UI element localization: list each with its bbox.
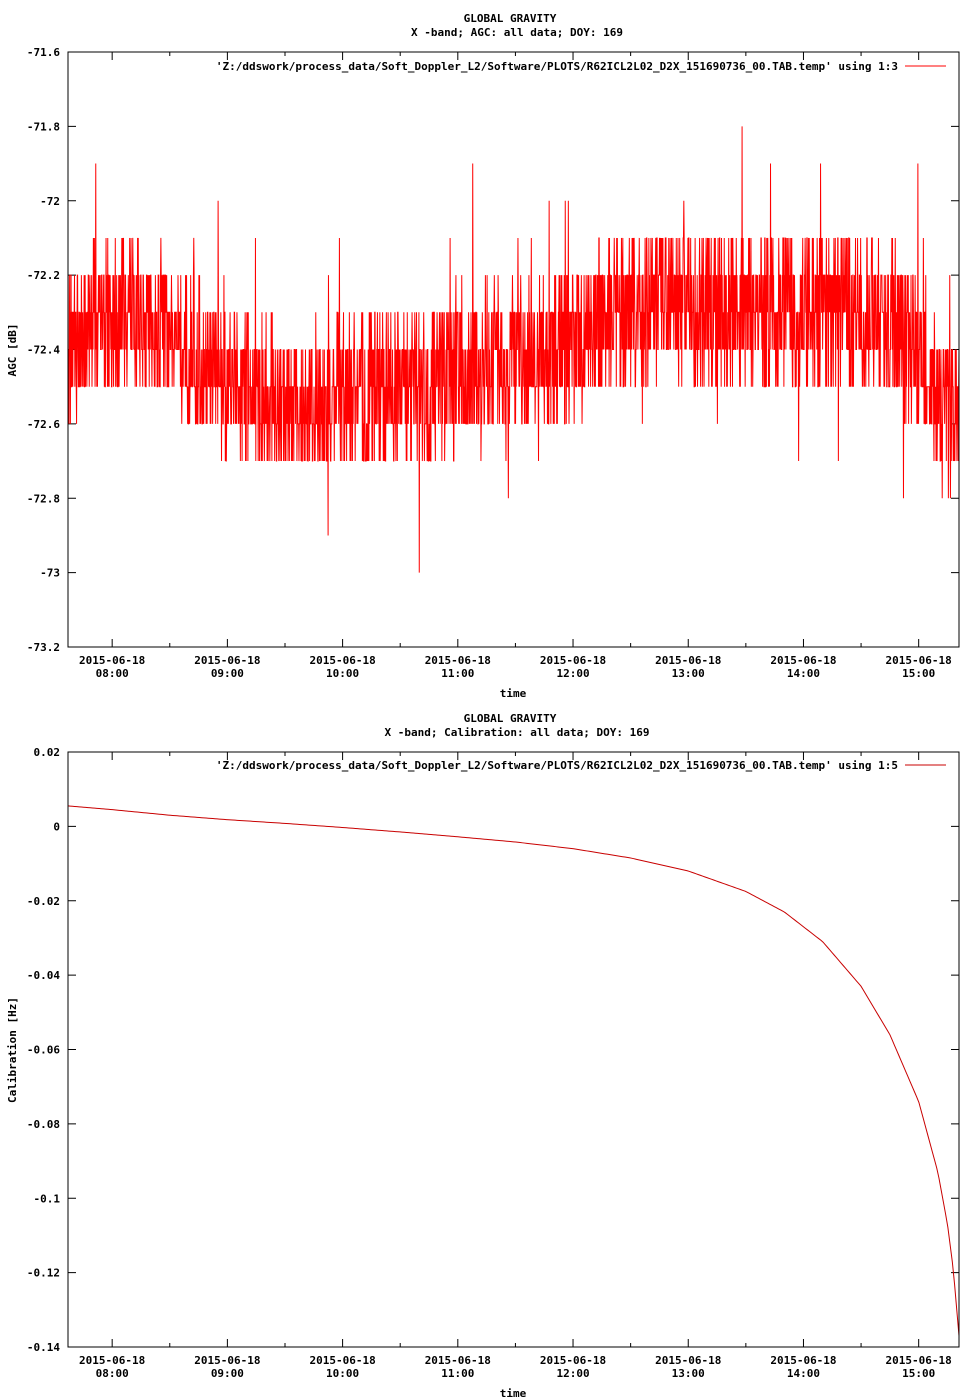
x-tick-label-date: 2015-06-18	[655, 654, 721, 667]
calibration-chart: GLOBAL GRAVITY X -band; Calibration: all…	[6, 712, 960, 1400]
x-tick-label-date: 2015-06-18	[79, 1354, 145, 1367]
chart-subtitle: X -band; AGC: all data; DOY: 169	[411, 26, 623, 39]
x-tick-label-date: 2015-06-18	[540, 1354, 606, 1367]
y-tick-label: -72	[40, 195, 60, 208]
y-tick-label: -71.6	[27, 46, 60, 59]
legend-label: 'Z:/ddswork/process_data/Soft_Doppler_L2…	[216, 759, 898, 772]
y-tick-label: -72.2	[27, 269, 60, 282]
x-tick-label-time: 10:00	[326, 1367, 359, 1380]
x-tick-label-time: 12:00	[556, 1367, 589, 1380]
x-tick-label-time: 08:00	[96, 1367, 129, 1380]
x-tick-label-time: 12:00	[556, 667, 589, 680]
x-tick-label-time: 09:00	[211, 1367, 244, 1380]
chart-subtitle: X -band; Calibration: all data; DOY: 169	[385, 726, 650, 739]
x-tick-label-time: 14:00	[787, 1367, 820, 1380]
x-tick-label-date: 2015-06-18	[886, 1354, 952, 1367]
x-tick-label-date: 2015-06-18	[79, 654, 145, 667]
chart-title: GLOBAL GRAVITY	[464, 712, 557, 725]
y-tick-label: -0.02	[27, 895, 60, 908]
chart-title: GLOBAL GRAVITY	[464, 12, 557, 25]
y-tick-label: 0	[53, 820, 60, 833]
x-tick-label-time: 08:00	[96, 667, 129, 680]
x-tick-label-time: 15:00	[902, 667, 935, 680]
x-tick-label-date: 2015-06-18	[309, 654, 375, 667]
y-tick-label: -72.6	[27, 418, 60, 431]
x-tick-label-time: 09:00	[211, 667, 244, 680]
x-axis-label: time	[500, 687, 527, 700]
x-tick-label-date: 2015-06-18	[309, 1354, 375, 1367]
x-tick-label-date: 2015-06-18	[770, 1354, 836, 1367]
y-tick-label: -0.06	[27, 1044, 60, 1057]
legend: 'Z:/ddswork/process_data/Soft_Doppler_L2…	[216, 759, 946, 772]
y-tick-label: -71.8	[27, 120, 60, 133]
plot-frame	[67, 751, 960, 1348]
agc-chart: GLOBAL GRAVITY X -band; AGC: all data; D…	[6, 12, 960, 700]
x-tick-label-date: 2015-06-18	[655, 1354, 721, 1367]
plot-data	[67, 805, 960, 1336]
x-tick-label-time: 13:00	[672, 1367, 705, 1380]
x-tick-label-date: 2015-06-18	[425, 654, 491, 667]
y-tick-label: -73.2	[27, 641, 60, 654]
y-tick-label: -0.08	[27, 1118, 60, 1131]
x-ticks: 2015-06-1808:002015-06-1809:002015-06-18…	[79, 52, 952, 680]
series-line	[67, 805, 960, 1336]
x-tick-label-date: 2015-06-18	[770, 654, 836, 667]
x-ticks: 2015-06-1808:002015-06-1809:002015-06-18…	[79, 752, 952, 1380]
x-tick-label-time: 13:00	[672, 667, 705, 680]
y-axis-label: AGC [dB]	[6, 324, 19, 377]
x-tick-label-date: 2015-06-18	[886, 654, 952, 667]
x-tick-label-date: 2015-06-18	[540, 654, 606, 667]
x-tick-label-time: 14:00	[787, 667, 820, 680]
y-tick-label: -0.14	[27, 1341, 60, 1354]
x-tick-label-time: 10:00	[326, 667, 359, 680]
plot-data	[67, 126, 960, 573]
y-ticks: 0.02 0 -0.02 -0.04 -0.06 -0.08 -0.1 -0.12 -0.14	[27, 746, 959, 1354]
x-tick-label-date: 2015-06-18	[194, 1354, 260, 1367]
x-axis-label: time	[500, 1387, 527, 1400]
y-tick-label: -72.8	[27, 492, 60, 505]
x-tick-label-time: 11:00	[441, 1367, 474, 1380]
plot-frame	[67, 51, 960, 648]
legend: 'Z:/ddswork/process_data/Soft_Doppler_L2…	[216, 60, 946, 73]
y-tick-label: -0.12	[27, 1267, 60, 1280]
x-tick-label-time: 11:00	[441, 667, 474, 680]
y-ticks: -71.6 -71.8 -72 -72.2 -72.4 -72.6 -72.8 -73 -73.…	[27, 46, 959, 654]
y-tick-label: -0.04	[27, 969, 60, 982]
y-tick-label: 0.02	[34, 746, 61, 759]
legend-label: 'Z:/ddswork/process_data/Soft_Doppler_L2…	[216, 60, 898, 73]
x-tick-label-time: 15:00	[902, 1367, 935, 1380]
x-tick-label-date: 2015-06-18	[425, 1354, 491, 1367]
series-line	[67, 126, 960, 573]
y-tick-label: -0.1	[34, 1192, 61, 1205]
y-tick-label: -72.4	[27, 344, 60, 357]
y-axis-label: Calibration [Hz]	[6, 997, 19, 1103]
x-tick-label-date: 2015-06-18	[194, 654, 260, 667]
y-tick-label: -73	[40, 567, 60, 580]
